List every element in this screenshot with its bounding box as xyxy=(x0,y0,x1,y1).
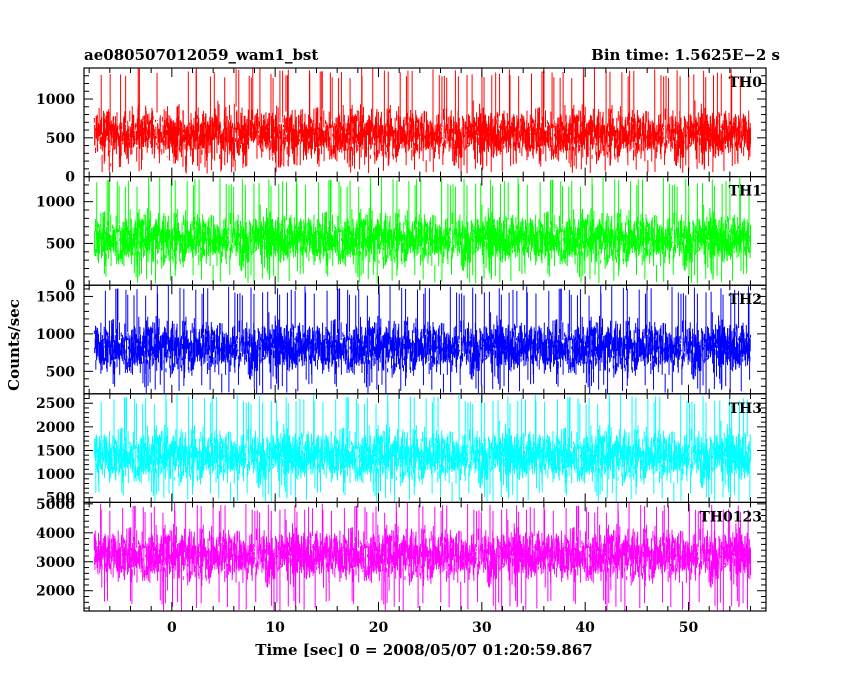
panel-th2: 500 1000 1500 TH2 xyxy=(36,284,767,395)
figure-title: ae080507012059_wam1_bst xyxy=(84,46,318,64)
y-tick-label: 500 xyxy=(46,236,75,252)
y-tick-label: 1000 xyxy=(36,92,75,108)
y-tick-label: 1500 xyxy=(36,289,75,305)
x-tick-label: 40 xyxy=(575,620,595,636)
bin-time-label: Bin time: 1.5625E−2 s xyxy=(591,46,780,64)
y-tick-label: 1000 xyxy=(36,195,75,211)
x-tick-label: 0 xyxy=(167,620,177,636)
y-tick-label: 500 xyxy=(46,131,75,147)
series-th1 xyxy=(93,176,751,284)
y-tick-label: 4000 xyxy=(36,526,75,542)
x-axis-label: Time [sec] 0 = 2008/05/07 01:20:59.867 xyxy=(255,641,592,659)
panel-frame xyxy=(83,501,767,612)
panel-th0: 0 500 1000 TH0 xyxy=(36,67,767,186)
y-tick-label: 2000 xyxy=(36,420,75,436)
y-tick-label: 500 xyxy=(46,491,75,507)
y-tick-label: 2500 xyxy=(36,396,75,412)
y-tick-label: 3000 xyxy=(36,555,75,571)
panel-label-th0: TH0 xyxy=(729,75,763,91)
y-tick-label: 500 xyxy=(46,364,75,380)
y-tick-label: 1500 xyxy=(36,443,75,459)
series-th2 xyxy=(93,285,751,394)
x-tick-label: 50 xyxy=(679,620,699,636)
x-tick-label: 20 xyxy=(369,620,389,636)
panel-label-th3: TH3 xyxy=(729,401,762,417)
panel-label-th1: TH1 xyxy=(729,184,762,200)
y-tick-label: 1000 xyxy=(36,327,75,343)
panel-label-th2: TH2 xyxy=(729,292,762,308)
y-tick-label: 2000 xyxy=(36,584,75,600)
panel-th0123: 2000 3000 4000 5000 TH0123 xyxy=(36,497,767,612)
series-th3 xyxy=(93,394,751,503)
panel-th3: 500 1000 1500 2000 2500 TH3 xyxy=(36,393,767,507)
x-tick-label: 30 xyxy=(472,620,492,636)
y-axis-label: Counts/sec xyxy=(5,299,23,391)
panel-label-th0123: TH0123 xyxy=(699,509,762,525)
x-tick-label: 10 xyxy=(265,620,285,636)
series-th0 xyxy=(93,68,751,174)
series-th0123 xyxy=(93,502,751,611)
y-tick-label: 0 xyxy=(65,170,75,186)
y-tick-label: 1000 xyxy=(36,467,75,483)
y-tick-label: 5000 xyxy=(36,497,75,513)
panel-th1: 0 500 1000 TH1 xyxy=(36,176,767,294)
y-tick-label: 0 xyxy=(65,278,75,294)
